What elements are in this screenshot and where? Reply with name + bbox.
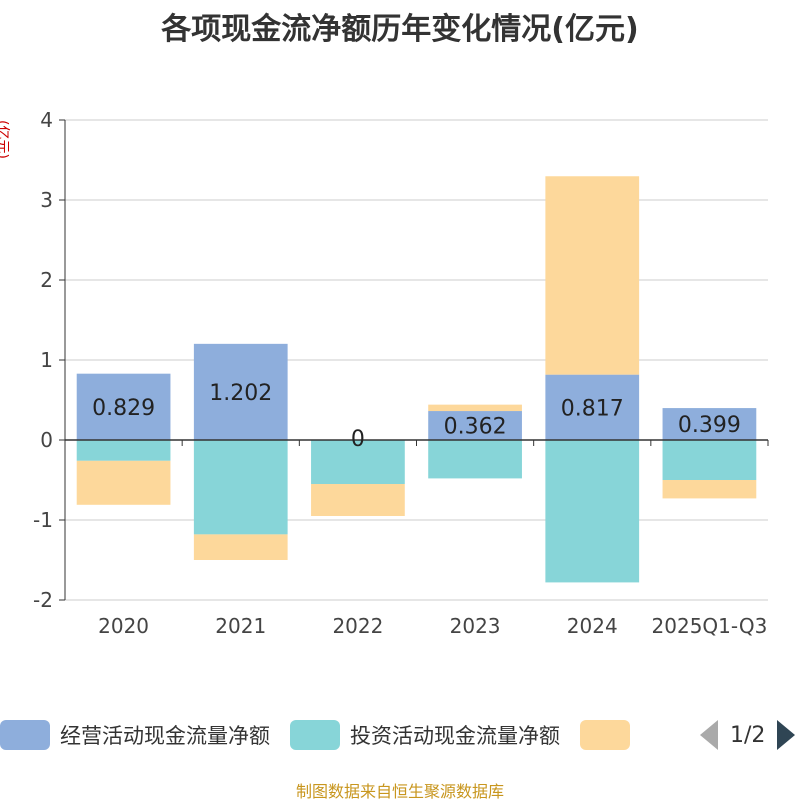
y-tick-label: 0 (40, 428, 53, 452)
x-tick-label: 2022 (332, 614, 383, 638)
legend-next-page-icon[interactable] (777, 720, 796, 750)
legend-page-indicator: 1/2 (730, 722, 766, 748)
legend-swatch-investing (290, 720, 340, 750)
bar-3-2025Q1-Q3 (662, 480, 757, 499)
legend-prev-page-icon[interactable] (700, 720, 718, 750)
y-tick-label: 3 (40, 188, 53, 212)
x-tick-label: 2020 (98, 614, 149, 638)
data-label-2022: 0 (351, 427, 365, 452)
bar-3-2021 (193, 534, 288, 560)
data-label-2021: 1.202 (209, 381, 272, 406)
x-tick-label: 2024 (567, 614, 618, 638)
bar-2-2025Q1-Q3 (662, 440, 757, 480)
bar-2-2020 (76, 440, 171, 461)
bar-3-2024 (545, 176, 640, 375)
data-label-2023: 0.362 (444, 415, 507, 440)
y-tick-label: -2 (33, 588, 53, 612)
legend: 经营活动现金流量净额 投资活动现金流量净额 (0, 717, 660, 753)
x-tick-label: 2021 (215, 614, 266, 638)
bar-3-2023 (428, 404, 522, 412)
legend-item-investing[interactable]: 投资活动现金流量净额 (290, 720, 560, 750)
legend-label-operating: 经营活动现金流量净额 (60, 724, 270, 748)
y-tick-label: 2 (40, 268, 53, 292)
bar-1-2023 (428, 411, 522, 440)
y-tick-label: 4 (40, 108, 53, 132)
bar-1-2021 (193, 343, 288, 440)
x-tick-label: 2023 (450, 614, 501, 638)
bar-3-2020 (76, 460, 171, 505)
bar-1-2020 (76, 373, 171, 440)
legend-pager: 1/2 (700, 717, 796, 753)
bar-2-2024 (545, 440, 640, 583)
y-tick-label: -1 (33, 508, 53, 532)
bar-2-2023 (428, 440, 522, 479)
data-source-note: 制图数据来自恒生聚源数据库 (295, 782, 504, 801)
bar-3-2022 (311, 484, 405, 516)
data-label-2020: 0.829 (92, 396, 155, 421)
bar-1-2025Q1-Q3 (662, 408, 757, 440)
legend-item-operating[interactable]: 经营活动现金流量净额 (0, 720, 270, 750)
bar-2-2021 (193, 440, 288, 535)
y-tick-label: 1 (40, 348, 53, 372)
legend-item-financing[interactable] (580, 720, 640, 750)
data-label-2025Q1-Q3: 0.399 (678, 413, 741, 438)
legend-label-investing: 投资活动现金流量净额 (350, 724, 560, 748)
legend-swatch-operating (0, 720, 50, 750)
x-tick-label: 2025Q1-Q3 (652, 614, 768, 638)
bar-1-2024 (545, 374, 640, 440)
data-label-2024: 0.817 (561, 396, 624, 421)
bar-chart: -2 -1 0 1 2 3 4 2020 2021 2022 2023 2024 2025Q1-Q3 0… (33, 108, 769, 638)
chart-title: 各项现金流净额历年变化情况(亿元) (161, 12, 639, 47)
bar-2-2022 (311, 440, 405, 484)
legend-swatch-financing (580, 720, 630, 750)
